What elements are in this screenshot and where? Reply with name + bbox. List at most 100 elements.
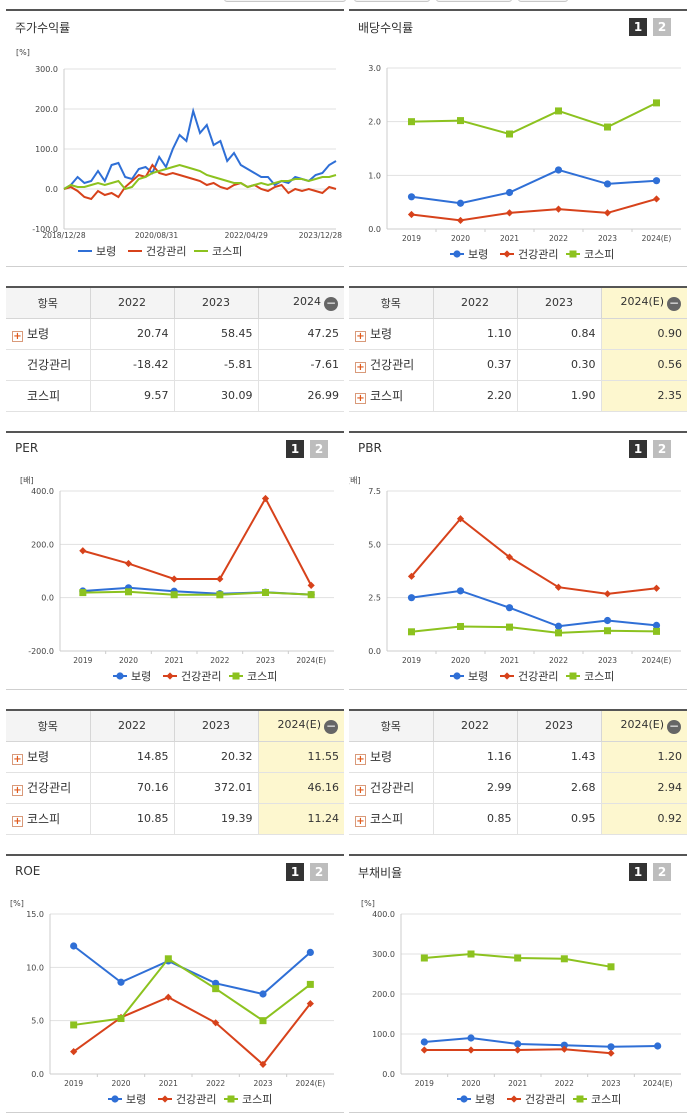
row-label[interactable]: + 코스피 <box>349 803 433 835</box>
cell-value: -5.81 <box>173 349 258 381</box>
data-point <box>164 993 172 1001</box>
y-tick-label: 200.0 <box>372 990 395 999</box>
debt-ratio-chart: [%] 400.0 300.0 200.0 100.0 0.0 2019 2020 2021 20… <box>361 899 681 1106</box>
data-point <box>607 963 615 971</box>
y-tick-label: 5.0 <box>31 1017 44 1026</box>
legend-label: 코스피 <box>242 1093 272 1106</box>
data-point <box>227 1095 235 1103</box>
row-label[interactable]: + 코스피 <box>349 380 433 412</box>
panel-title: PER <box>15 441 39 455</box>
data-point <box>232 672 240 680</box>
legend-label: 보령 <box>475 1093 495 1106</box>
row-label: 건강관리 <box>6 349 90 381</box>
y-tick-label: 0.0 <box>41 594 54 603</box>
cell-value: 1.20 <box>600 741 687 773</box>
table-row: + 코스피 10.85 19.39 11.24 <box>6 803 344 835</box>
legend-label: 보령 <box>468 248 488 261</box>
x-tick-label: 2021 <box>165 656 184 665</box>
view-1-button[interactable]: 1 <box>629 18 647 36</box>
expand-plus-icon[interactable]: + <box>12 754 23 765</box>
y-tick-label: 2.5 <box>368 594 381 603</box>
expand-plus-icon[interactable]: + <box>355 362 366 373</box>
pbr-table: 항목 2022 2023 2024(E) − + 보령 1.16 1.43 1.20 + 건… <box>349 709 687 835</box>
view-2-button[interactable]: 2 <box>653 18 671 36</box>
data-point <box>467 950 475 958</box>
y-tick-label: 0.0 <box>368 647 381 656</box>
row-label[interactable]: + 건강관리 <box>349 772 433 804</box>
dividend-yield-table: 항목 2022 2023 2024(E) − + 보령 1.10 0.84 0.90 + 건… <box>349 286 687 412</box>
panel-title: 부채비율 <box>358 866 403 880</box>
view-1-button[interactable]: 1 <box>629 440 647 458</box>
data-point <box>603 590 612 598</box>
view-2-button[interactable]: 2 <box>653 863 671 881</box>
expand-plus-icon[interactable]: + <box>12 816 23 827</box>
collapse-icon[interactable]: − <box>667 718 681 734</box>
row-label[interactable]: + 보령 <box>6 318 90 350</box>
y-tick-label: 1.0 <box>368 171 381 180</box>
row-name: 건강관리 <box>27 781 72 795</box>
expand-plus-icon[interactable]: + <box>12 331 23 342</box>
toolbar-button[interactable] <box>354 0 430 2</box>
header-2023: 2023 <box>516 287 601 319</box>
view-2-button[interactable]: 2 <box>310 440 328 458</box>
collapse-icon[interactable]: − <box>667 295 681 311</box>
toolbar-button[interactable] <box>436 0 512 2</box>
legend-label: 코스피 <box>247 670 277 683</box>
row-label[interactable]: + 건강관리 <box>6 772 90 804</box>
x-tick-label: 2018/12/28 <box>42 231 85 240</box>
data-point <box>307 591 315 599</box>
cell-value: 14.85 <box>89 741 174 773</box>
data-point <box>261 494 270 503</box>
cell-value: 0.95 <box>516 803 601 835</box>
expand-plus-icon[interactable]: + <box>355 785 366 796</box>
view-2-button[interactable]: 2 <box>653 440 671 458</box>
collapse-icon[interactable]: − <box>324 295 338 311</box>
data-point <box>460 1095 468 1103</box>
x-tick-label: 2024(E) <box>296 656 326 665</box>
data-point <box>262 588 269 596</box>
header-2022: 2022 <box>432 710 517 742</box>
series-line <box>82 590 312 596</box>
toolbar-button[interactable] <box>224 0 346 2</box>
legend-label: 건강관리 <box>518 248 558 261</box>
row-label[interactable]: + 보령 <box>349 741 433 773</box>
expand-plus-icon[interactable]: + <box>12 785 23 796</box>
collapse-icon[interactable]: − <box>324 718 338 734</box>
cell-value: 0.37 <box>432 349 517 381</box>
series-line <box>411 168 657 205</box>
cell-value: 70.16 <box>89 772 174 804</box>
legend-label: 건강관리 <box>525 1093 565 1106</box>
expand-plus-icon[interactable]: + <box>355 816 366 827</box>
panel-title: PBR <box>358 441 382 455</box>
row-label[interactable]: + 건강관리 <box>349 349 433 381</box>
expand-plus-icon[interactable]: + <box>355 754 366 765</box>
cell-value: 11.55 <box>257 741 344 773</box>
data-point <box>407 572 416 580</box>
x-tick-label: 2024(E) <box>642 656 672 665</box>
expand-plus-icon[interactable]: + <box>355 393 366 404</box>
cell-value: 30.09 <box>173 380 258 412</box>
row-name: 건강관리 <box>27 358 72 372</box>
expand-plus-icon[interactable]: + <box>355 331 366 342</box>
view-1-button[interactable]: 1 <box>286 863 304 881</box>
row-label[interactable]: + 코스피 <box>6 803 90 835</box>
y-tick-label: 0.0 <box>31 1070 44 1079</box>
per-table: 항목 2022 2023 2024(E) − + 보령 14.85 20.32 11.55… <box>6 709 344 835</box>
x-tick-label: 2021 <box>500 234 519 243</box>
top-toolbar-fragment <box>0 0 691 8</box>
data-point <box>70 1021 78 1029</box>
view-2-button[interactable]: 2 <box>310 863 328 881</box>
view-1-button[interactable]: 1 <box>286 440 304 458</box>
view-1-button[interactable]: 1 <box>629 863 647 881</box>
row-label[interactable]: + 보령 <box>349 318 433 350</box>
data-point <box>503 672 511 680</box>
data-point <box>306 948 314 956</box>
table-row: + 건강관리 2.99 2.68 2.94 <box>349 772 687 804</box>
data-point <box>506 623 513 631</box>
toolbar-button[interactable] <box>518 0 568 2</box>
row-label[interactable]: + 보령 <box>6 741 90 773</box>
legend-label: 건강관리 <box>181 670 221 683</box>
y-tick-label: 200.0 <box>31 540 54 549</box>
x-tick-label: 2019 <box>402 656 421 665</box>
x-tick-label: 2023 <box>256 656 275 665</box>
